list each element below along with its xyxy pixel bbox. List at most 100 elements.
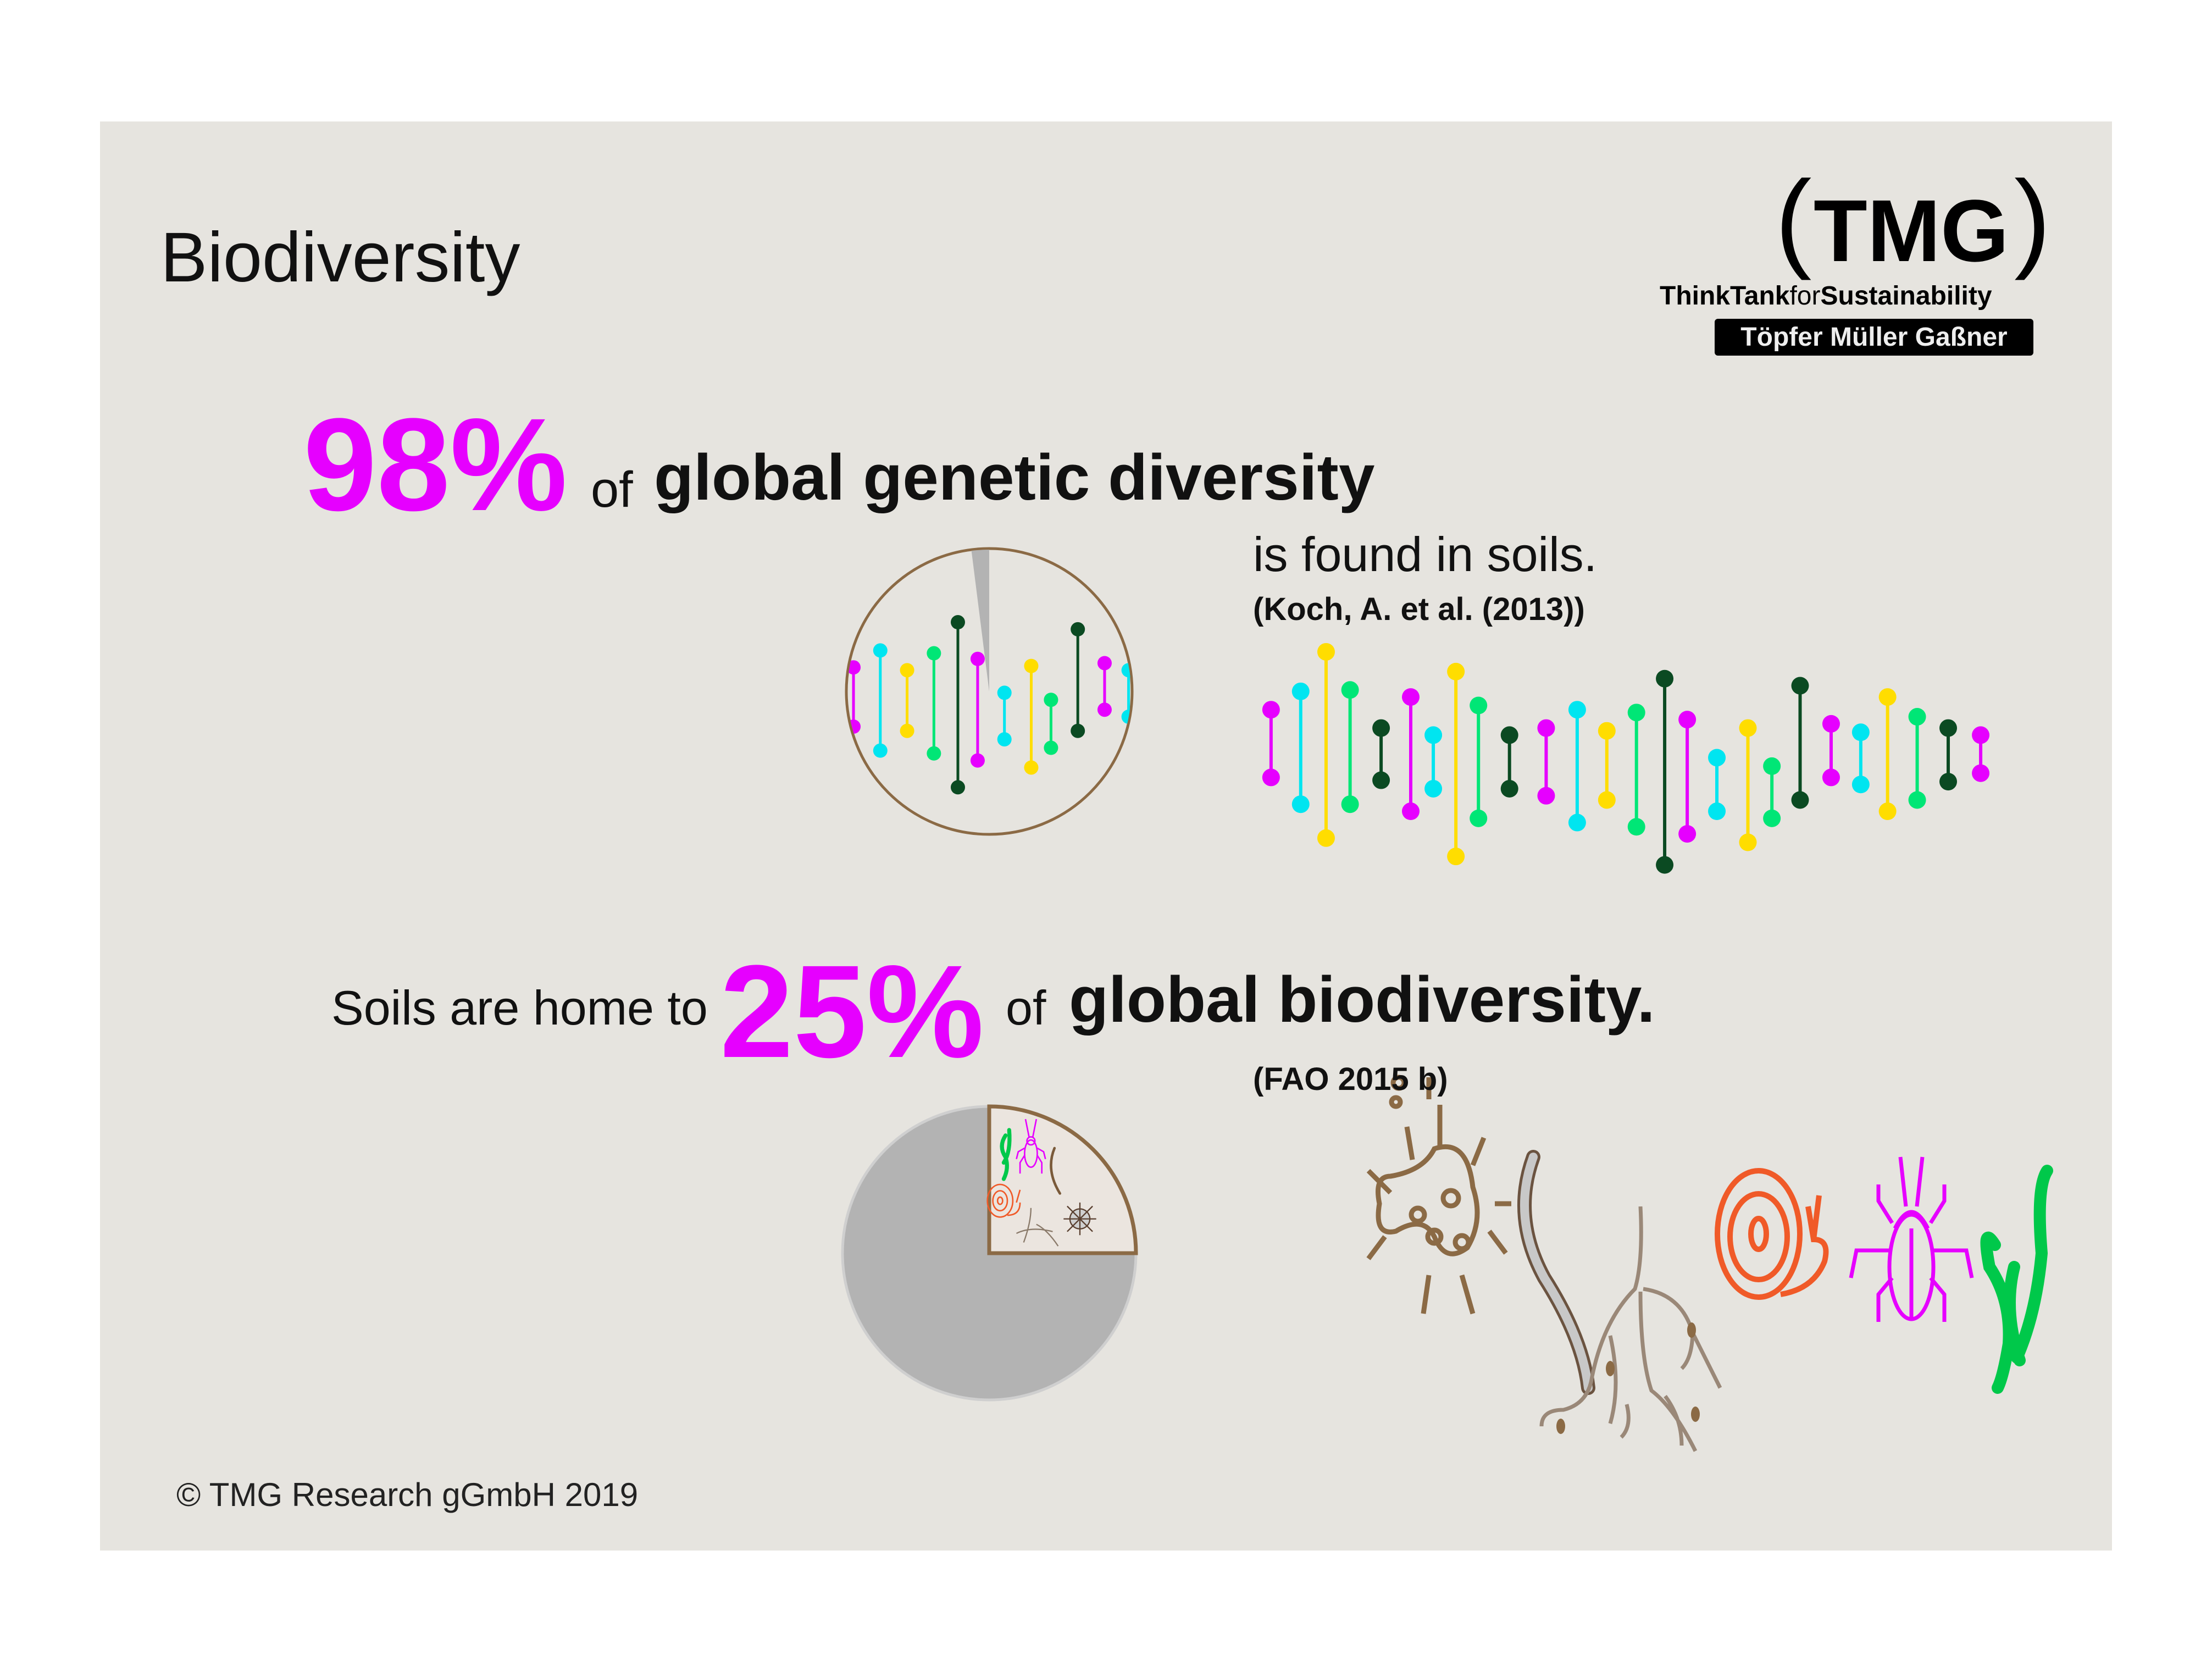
logo-mark: TMG <box>1814 181 2009 280</box>
dna-node <box>1341 795 1359 813</box>
dna-node <box>1851 723 1870 741</box>
copyright-footer: © TMG Research gGmbH 2019 <box>176 1476 639 1513</box>
microbe-icon <box>1366 1075 1511 1315</box>
dna-node <box>1262 701 1280 719</box>
dna-node <box>1708 749 1726 767</box>
dna-node <box>1678 825 1697 843</box>
dna-node <box>1024 760 1039 775</box>
dna-node <box>1291 682 1310 700</box>
dna-node <box>1500 779 1518 798</box>
genetic-diversity-percent: 98% <box>303 391 568 538</box>
dna-node <box>1537 719 1555 737</box>
source-citation-fao: (FAO 2015 b) <box>1253 1061 1448 1097</box>
dna-node <box>927 646 941 661</box>
dna-node <box>1568 813 1586 832</box>
found-in-soils-text: is found in soils. <box>1253 527 1598 582</box>
dna-node <box>1121 663 1131 678</box>
dna-node <box>1791 791 1809 809</box>
dna-node <box>1656 669 1674 688</box>
tagline-sustainability: Sustainability <box>1820 281 1992 311</box>
global-biodiversity-heading: global biodiversity. <box>1069 964 1655 1036</box>
small-dna-strand-icon <box>847 615 1131 795</box>
snail-icon <box>1715 1168 1829 1300</box>
dna-node <box>1851 776 1870 794</box>
dna-node <box>1447 662 1465 680</box>
remaining-share-wedge <box>971 550 989 691</box>
dna-node <box>1071 622 1085 636</box>
dna-node <box>1598 722 1616 740</box>
biodiversity-percent: 25% <box>720 938 984 1085</box>
dna-node <box>873 743 888 758</box>
dna-node <box>1044 740 1058 755</box>
dna-node <box>1822 715 1840 733</box>
dna-node <box>1939 773 1958 791</box>
dna-node <box>1537 787 1555 805</box>
dna-node <box>1372 771 1390 789</box>
dna-node <box>1470 696 1488 715</box>
dna-node <box>1627 704 1645 722</box>
dna-strand-icon <box>1262 643 1990 874</box>
dna-node <box>1402 688 1420 706</box>
dna-node <box>1627 818 1645 836</box>
dna-node <box>1908 791 1926 809</box>
logo-paren-left: ( <box>1775 158 1812 281</box>
dna-node <box>1878 802 1897 821</box>
dna-node <box>1402 802 1420 821</box>
mini-organisms-icon <box>986 1119 1096 1247</box>
dna-node <box>927 746 941 761</box>
dna-node <box>1708 802 1726 821</box>
dna-node <box>1791 677 1809 695</box>
tagline-think: ThinkTank <box>1660 281 1790 311</box>
dna-node <box>1291 795 1310 813</box>
dna-node <box>1908 708 1926 726</box>
dna-node <box>1097 702 1112 717</box>
dna-node <box>1470 809 1488 827</box>
dna-node <box>1317 643 1335 661</box>
dna-node <box>1972 726 1990 744</box>
soils-home-text: Soils are home to <box>331 981 708 1035</box>
dna-node <box>1763 757 1781 775</box>
page-title: Biodiversity <box>160 218 520 297</box>
dna-node <box>1121 710 1131 724</box>
dna-node <box>1372 719 1390 737</box>
dna-node <box>1568 701 1586 719</box>
dna-node <box>1939 719 1958 737</box>
soil-share-wedge <box>987 1104 1138 1255</box>
dna-node <box>1097 656 1112 671</box>
tmg-logo: ( TMG ) ThinkTankforSustainability Töpfe… <box>1649 165 2066 363</box>
logo-names-badge: Töpfer Müller Gaßner <box>1715 319 2033 356</box>
dna-node <box>1656 856 1674 874</box>
beetle-icon <box>1849 1156 1974 1322</box>
logo-tagline: ThinkTankforSustainability <box>1660 283 1992 309</box>
dna-node <box>1262 768 1280 787</box>
dna-node <box>1878 688 1897 706</box>
dna-node <box>1424 779 1443 798</box>
tagline-for: for <box>1789 281 1821 311</box>
root-fungi-icon <box>1539 1206 1722 1452</box>
dna-node <box>1044 693 1058 707</box>
dna-node <box>1424 726 1443 744</box>
dna-node <box>1763 809 1781 827</box>
genetic-diversity-heading: global genetic diversity <box>654 441 1375 514</box>
dna-node <box>1972 764 1990 782</box>
dna-node <box>1822 768 1840 787</box>
source-citation-koch: (Koch, A. et al. (2013)) <box>1253 591 1585 627</box>
dna-node <box>1678 711 1697 729</box>
dna-node <box>997 732 1012 747</box>
dna-node <box>970 753 985 768</box>
dna-node <box>873 643 888 658</box>
plant-sprout-icon <box>1980 1165 2053 1394</box>
dna-node <box>1071 723 1085 738</box>
genetic-diversity-circle <box>845 547 1134 836</box>
dna-node <box>1739 833 1757 851</box>
dna-node <box>1317 829 1335 847</box>
dna-node <box>970 651 985 666</box>
dna-node <box>950 615 965 630</box>
dna-node <box>997 685 1012 700</box>
dna-node <box>1598 791 1616 809</box>
logo-paren-right: ) <box>2014 158 2051 281</box>
dna-node <box>1739 719 1757 737</box>
dna-node <box>1341 681 1359 699</box>
biodiversity-pie <box>841 1104 1138 1402</box>
